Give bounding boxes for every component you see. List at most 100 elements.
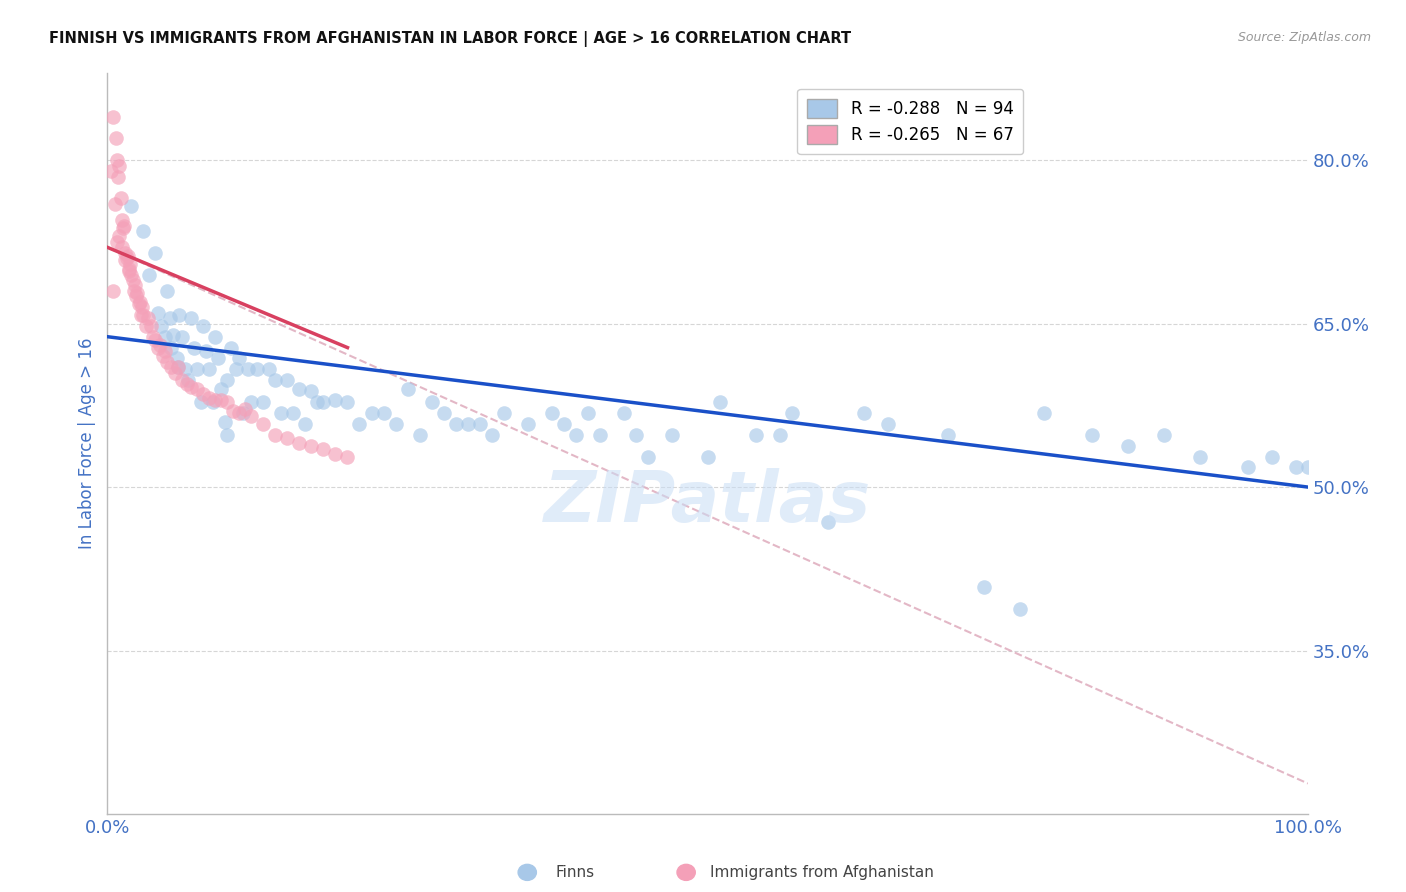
Point [325, 447, 347, 461]
Point [228, 351, 250, 366]
Point [373, 406, 395, 420]
Point [131, 300, 153, 314]
Point [146, 306, 169, 320]
Point [156, 284, 179, 298]
Point [169, 308, 191, 322]
Point [492, 406, 515, 420]
Point [128, 297, 150, 311]
Point [288, 382, 311, 396]
Point [167, 360, 190, 375]
Point [588, 427, 610, 442]
Text: ZIPatlas: ZIPatlas [544, 468, 872, 537]
Point [1116, 439, 1139, 453]
Point [1153, 427, 1175, 442]
Point [420, 395, 443, 409]
Point [176, 376, 198, 391]
Point [129, 308, 152, 322]
Point [139, 318, 162, 333]
Point [159, 311, 181, 326]
Point [108, 229, 131, 244]
Point [111, 213, 134, 227]
Point [150, 318, 173, 333]
Text: FINNISH VS IMMIGRANTS FROM AFGHANISTAN IN LABOR FORCE | AGE > 16 CORRELATION CHA: FINNISH VS IMMIGRANTS FROM AFGHANISTAN I… [49, 31, 852, 47]
Point [132, 308, 155, 322]
Point [152, 349, 174, 363]
Point [209, 382, 232, 396]
Point [360, 406, 382, 420]
Point [114, 253, 136, 268]
Point [817, 515, 839, 529]
Point [1032, 406, 1054, 420]
Point [194, 343, 217, 358]
Point [170, 373, 193, 387]
Point [336, 450, 359, 464]
Point [117, 249, 139, 263]
Point [276, 431, 298, 445]
Point [1081, 427, 1104, 442]
Point [111, 240, 134, 254]
Point [252, 417, 274, 431]
Point [468, 417, 491, 431]
Point [193, 318, 215, 333]
Point [259, 362, 281, 376]
Point [301, 384, 323, 399]
Point [142, 329, 165, 343]
Point [312, 442, 335, 456]
Point [222, 404, 245, 418]
Point [264, 427, 287, 442]
Point [118, 262, 141, 277]
Point [149, 338, 172, 352]
Point [145, 245, 167, 260]
Point [637, 450, 659, 464]
Point [162, 327, 184, 342]
Point [1261, 450, 1284, 464]
Point [198, 362, 221, 376]
Point [576, 406, 599, 420]
Point [146, 341, 169, 355]
Point [128, 294, 150, 309]
Point [127, 286, 149, 301]
Point [112, 219, 135, 233]
Point [190, 395, 212, 409]
Point [183, 341, 205, 355]
Point [384, 417, 406, 431]
Point [624, 427, 647, 442]
Point [225, 362, 247, 376]
Point [103, 196, 125, 211]
Point [481, 427, 503, 442]
Point [236, 362, 259, 376]
Point [111, 220, 134, 235]
Legend: R = -0.288   N = 94, R = -0.265   N = 67: R = -0.288 N = 94, R = -0.265 N = 67 [797, 88, 1024, 154]
Point [219, 341, 242, 355]
Point [294, 417, 316, 431]
Point [121, 273, 143, 287]
Point [301, 439, 323, 453]
Point [153, 343, 176, 358]
Point [240, 395, 263, 409]
Point [312, 395, 335, 409]
Y-axis label: In Labor Force | Age > 16: In Labor Force | Age > 16 [79, 338, 96, 549]
Point [166, 351, 188, 366]
Point [103, 110, 125, 124]
Point [180, 380, 202, 394]
Point [204, 392, 226, 407]
Point [276, 373, 298, 387]
Point [1188, 450, 1211, 464]
Point [107, 169, 129, 184]
Point [138, 268, 160, 282]
Point [336, 395, 359, 409]
Text: Source: ZipAtlas.com: Source: ZipAtlas.com [1237, 31, 1371, 45]
Point [852, 406, 875, 420]
Point [214, 415, 236, 429]
Point [114, 245, 136, 260]
Point [125, 289, 148, 303]
Point [564, 427, 586, 442]
Point [232, 406, 254, 420]
Point [136, 311, 159, 326]
Point [170, 329, 193, 343]
Point [217, 373, 239, 387]
Point [1285, 460, 1308, 475]
Point [108, 159, 131, 173]
Point [198, 391, 221, 405]
Point [202, 395, 225, 409]
